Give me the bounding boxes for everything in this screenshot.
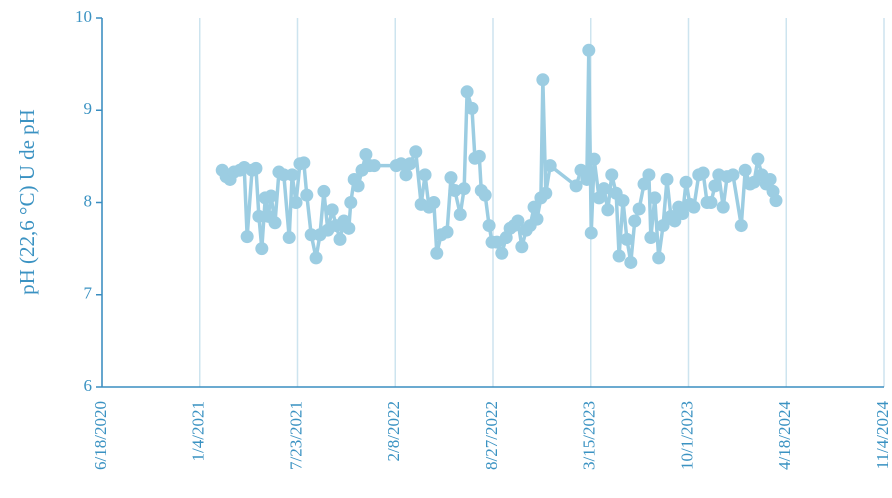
data-point bbox=[569, 179, 583, 193]
data-point bbox=[511, 214, 525, 228]
data-point bbox=[612, 249, 626, 263]
data-point bbox=[582, 43, 596, 57]
data-point bbox=[543, 159, 557, 173]
data-point bbox=[367, 159, 381, 173]
data-point bbox=[240, 230, 254, 244]
data-point bbox=[268, 216, 282, 230]
data-point bbox=[409, 145, 423, 159]
data-point bbox=[580, 172, 594, 186]
x-tick-label: 11/4/2024 bbox=[873, 401, 892, 470]
data-point bbox=[300, 188, 314, 202]
data-point bbox=[344, 196, 358, 209]
y-tick-label: 6 bbox=[84, 376, 93, 395]
data-point bbox=[444, 171, 458, 185]
data-point bbox=[536, 73, 550, 87]
data-point bbox=[644, 231, 658, 245]
data-point bbox=[317, 184, 331, 198]
data-point bbox=[587, 152, 601, 166]
data-point bbox=[478, 188, 492, 202]
data-point bbox=[726, 168, 740, 182]
data-point bbox=[289, 196, 303, 209]
data-point bbox=[440, 225, 454, 239]
data-point bbox=[632, 202, 646, 216]
data-point bbox=[249, 161, 263, 175]
data-point bbox=[333, 232, 347, 246]
x-tick-label: 6/18/2020 bbox=[91, 401, 110, 470]
data-point bbox=[652, 251, 666, 265]
data-point bbox=[472, 149, 486, 163]
x-tick-label: 8/27/2022 bbox=[482, 401, 501, 470]
data-point bbox=[453, 207, 467, 221]
data-point bbox=[460, 85, 474, 99]
data-point bbox=[687, 200, 701, 214]
data-point bbox=[704, 196, 718, 209]
data-point bbox=[527, 200, 541, 214]
data-point bbox=[696, 166, 710, 180]
data-point bbox=[708, 179, 722, 193]
data-point bbox=[351, 179, 365, 193]
data-point bbox=[601, 203, 615, 217]
data-point bbox=[616, 194, 630, 208]
data-point bbox=[605, 168, 619, 182]
data-point bbox=[584, 226, 598, 240]
data-point bbox=[656, 219, 670, 233]
data-point bbox=[763, 172, 777, 186]
data-point bbox=[457, 182, 471, 196]
data-point bbox=[297, 156, 311, 170]
data-point bbox=[282, 231, 296, 245]
data-point bbox=[264, 189, 278, 203]
y-tick-label: 10 bbox=[75, 7, 92, 26]
data-point bbox=[620, 232, 634, 246]
data-point bbox=[342, 221, 356, 235]
data-point bbox=[285, 168, 299, 182]
y-axis-label: pH (22,6 °C) U de pH bbox=[15, 109, 39, 295]
data-point bbox=[597, 182, 611, 196]
data-point bbox=[716, 200, 730, 214]
x-tick-label: 3/15/2023 bbox=[580, 401, 599, 470]
x-tick-label: 1/4/2021 bbox=[189, 401, 208, 461]
data-point bbox=[515, 240, 529, 254]
data-point bbox=[465, 101, 479, 115]
data-point bbox=[628, 214, 642, 228]
data-point bbox=[495, 246, 509, 260]
y-tick-label: 9 bbox=[84, 99, 93, 118]
data-point bbox=[738, 163, 752, 177]
data-point bbox=[624, 255, 638, 269]
data-point bbox=[734, 219, 748, 233]
y-tick-label: 7 bbox=[84, 284, 93, 303]
x-tick-label: 10/1/2023 bbox=[677, 401, 696, 470]
x-tick-label: 4/18/2024 bbox=[775, 401, 794, 470]
x-tick-label: 7/23/2021 bbox=[286, 401, 305, 470]
data-point bbox=[676, 207, 690, 221]
data-point bbox=[427, 196, 441, 209]
data-point bbox=[530, 212, 544, 226]
data-point bbox=[482, 219, 496, 233]
data-point bbox=[642, 168, 656, 182]
data-point bbox=[574, 163, 588, 177]
data-point bbox=[325, 203, 339, 217]
data-line bbox=[220, 48, 778, 265]
data-point bbox=[751, 152, 765, 166]
data-point bbox=[430, 246, 444, 260]
y-tick-label: 8 bbox=[84, 191, 93, 210]
data-point bbox=[539, 186, 553, 200]
data-point bbox=[252, 209, 266, 223]
data-point bbox=[648, 191, 662, 205]
data-point bbox=[359, 148, 373, 162]
x-tick-label: 2/8/2022 bbox=[384, 401, 403, 461]
data-point bbox=[309, 251, 323, 265]
data-point bbox=[679, 175, 693, 189]
data-point bbox=[255, 242, 269, 256]
data-point bbox=[769, 194, 783, 208]
data-point bbox=[660, 172, 674, 186]
data-point bbox=[418, 168, 432, 182]
data-point bbox=[399, 168, 413, 182]
data-point bbox=[403, 157, 417, 171]
